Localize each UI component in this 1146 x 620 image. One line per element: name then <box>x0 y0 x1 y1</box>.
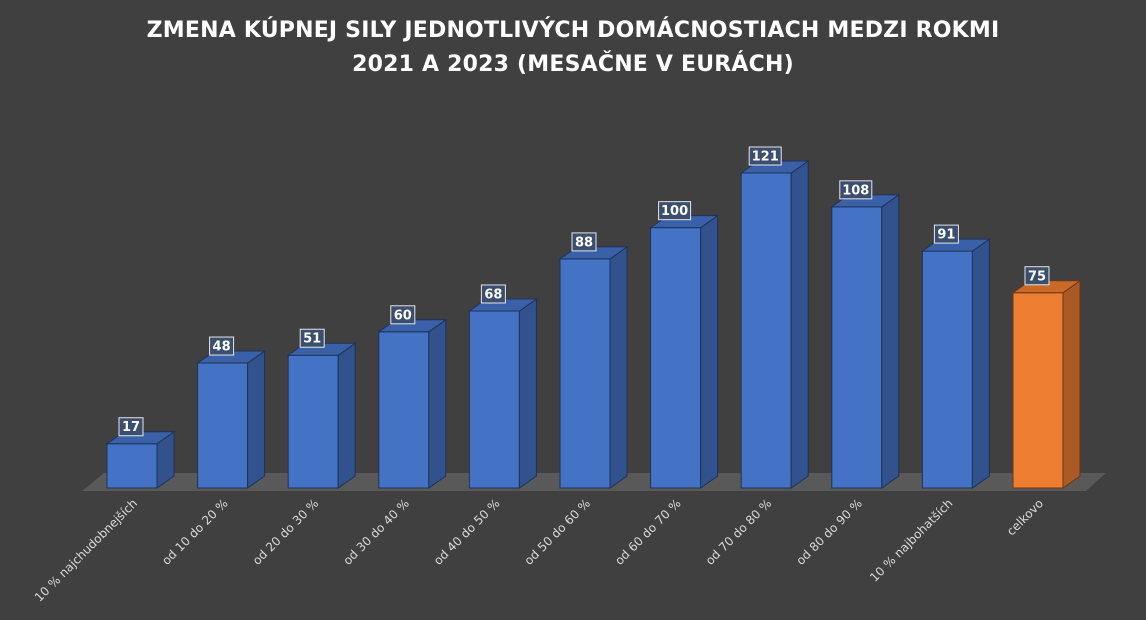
bar-front <box>106 443 158 489</box>
data-label-text: 75 <box>1028 269 1046 284</box>
x-tick-label: 10 % najbohatších <box>867 496 955 584</box>
x-tick-label: od 60 do 70 % <box>612 496 684 568</box>
bar-side <box>1062 279 1081 489</box>
bar-3 <box>286 342 357 489</box>
bar-11 <box>1011 279 1082 489</box>
bar-2 <box>196 350 267 489</box>
bar-8 <box>739 160 810 489</box>
bar-1 <box>105 430 176 489</box>
data-label-box <box>390 305 416 325</box>
data-label-text: 68 <box>484 287 502 302</box>
chart-title-line-1: ZMENA KÚPNEJ SILY JEDNOTLIVÝCH DOMÁCNOST… <box>146 18 1000 43</box>
x-tick-label: od 30 do 40 % <box>340 496 412 568</box>
data-label: 68 <box>480 284 506 304</box>
bar-side <box>881 193 900 489</box>
chart-title-line-2: 2021 A 2023 (MESAČNE V EURÁCH) <box>352 52 794 77</box>
x-tick-label: od 50 do 60 % <box>522 496 594 568</box>
data-label-text: 17 <box>122 420 140 435</box>
data-label: 51 <box>299 328 325 348</box>
bar-front <box>287 354 339 489</box>
bar-front <box>378 331 430 489</box>
x-tick-label: celkovo <box>1004 496 1046 538</box>
bar-5 <box>467 298 538 489</box>
bar-6 <box>558 245 629 489</box>
data-label-box <box>933 224 959 244</box>
x-tick-label: od 40 do 50 % <box>431 496 503 568</box>
bar-front <box>831 206 883 489</box>
data-label-text: 60 <box>394 308 412 323</box>
bar-front <box>650 227 702 489</box>
x-tick-label: od 10 do 20 % <box>159 496 231 568</box>
data-label: 108 <box>839 180 873 200</box>
x-tick-label: od 20 do 30 % <box>250 496 322 568</box>
data-label-text: 48 <box>213 340 231 355</box>
bar-side <box>428 318 447 489</box>
data-label-text: 91 <box>937 228 955 243</box>
x-tick-label: od 80 do 90 % <box>793 496 865 568</box>
bar-side <box>790 160 809 489</box>
data-label-box <box>748 146 782 166</box>
bar-front <box>740 172 792 489</box>
data-label: 91 <box>933 224 959 244</box>
data-label-text: 88 <box>575 235 593 250</box>
bar-front <box>197 362 249 489</box>
x-tick-label: 10 % najchudobnejších <box>32 496 140 604</box>
chart-title: ZMENA KÚPNEJ SILY JEDNOTLIVÝCH DOMÁCNOST… <box>0 14 1146 82</box>
bar-side <box>518 298 537 489</box>
bar-front <box>559 258 611 489</box>
data-label-box <box>209 336 235 356</box>
data-label-box <box>118 417 144 437</box>
data-label-box <box>299 328 325 348</box>
bar-front <box>921 250 973 489</box>
data-label-text: 108 <box>842 183 869 198</box>
x-tick-label: od 70 do 80 % <box>703 496 775 568</box>
data-label: 48 <box>209 336 235 356</box>
bar-side <box>971 238 990 489</box>
data-label-box <box>658 201 692 221</box>
bar-9 <box>830 193 901 489</box>
bar-front <box>468 310 520 489</box>
data-label-box <box>839 180 873 200</box>
data-label-text: 100 <box>661 204 688 219</box>
bar-side <box>337 342 356 489</box>
data-label-text: 51 <box>303 332 321 347</box>
data-label-box <box>571 232 597 252</box>
data-label: 88 <box>571 232 597 252</box>
data-label-box <box>1024 266 1050 286</box>
data-label: 17 <box>118 417 144 437</box>
bar-7 <box>649 214 720 489</box>
data-label: 100 <box>658 201 692 221</box>
bar-10 <box>920 238 991 489</box>
bar-4 <box>377 318 448 489</box>
data-label-text: 121 <box>752 150 779 165</box>
bar-front <box>1012 292 1064 489</box>
bar-side <box>247 350 266 489</box>
data-label-box <box>480 284 506 304</box>
bar-side <box>700 214 719 489</box>
data-label: 121 <box>748 146 782 166</box>
data-label: 75 <box>1024 266 1050 286</box>
bar-side <box>609 245 628 489</box>
data-label: 60 <box>390 305 416 325</box>
